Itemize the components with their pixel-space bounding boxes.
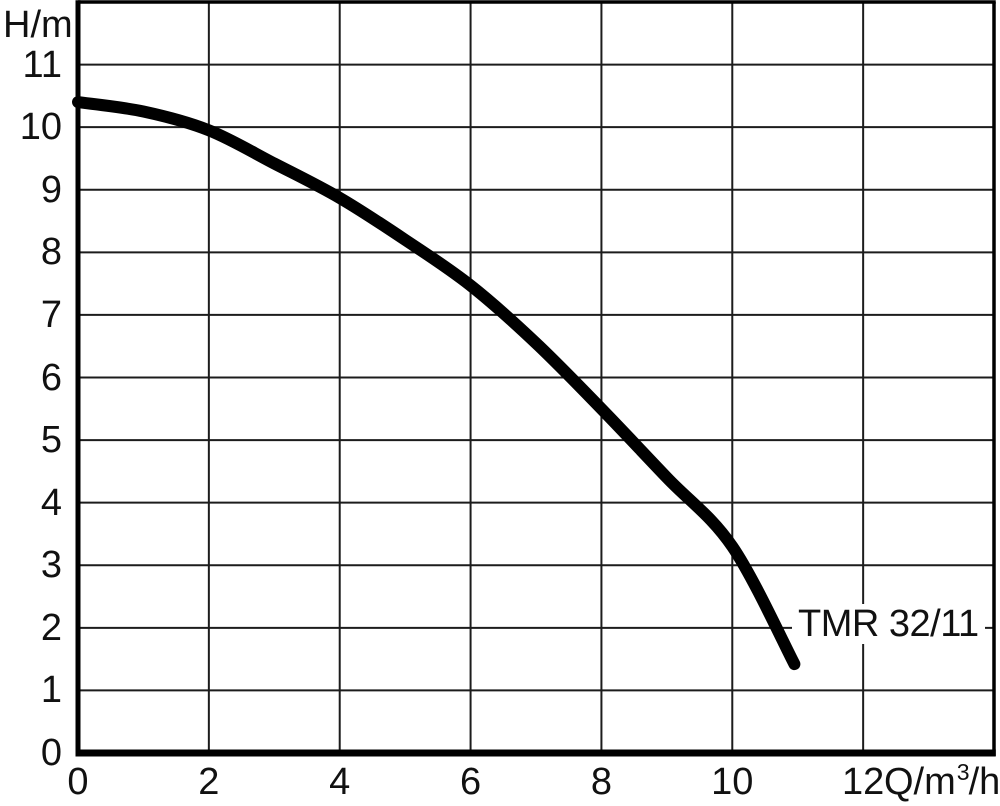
x-axis-title-unit-pre: Q/m xyxy=(884,761,956,803)
curve-series-label: TMR 32/11 xyxy=(792,604,985,644)
y-tick-label: 5 xyxy=(40,419,62,462)
y-tick-label: 10 xyxy=(19,106,62,149)
y-tick-label: 6 xyxy=(40,356,62,399)
y-tick-label: 4 xyxy=(40,481,62,524)
y-tick-label: 0 xyxy=(40,732,62,774)
y-tick-label: 1 xyxy=(40,669,62,712)
x-tick-label: 12 xyxy=(842,761,885,803)
y-tick-label: 8 xyxy=(40,231,62,274)
x-tick-label: 8 xyxy=(590,761,612,803)
y-tick-label: 2 xyxy=(40,606,62,649)
y-tick-label: 7 xyxy=(40,293,62,336)
y-tick-label: 11 xyxy=(22,43,62,86)
x-tick-label: 2 xyxy=(198,761,220,803)
y-axis-title: H/m xyxy=(3,4,73,46)
y-tick-label: 9 xyxy=(40,168,62,211)
x-axis-title: Q/m3/h xyxy=(884,759,1000,806)
y-tick-label: 3 xyxy=(40,544,62,587)
x-axis-title-unit-post: /h xyxy=(968,761,1000,803)
x-axis-title-superscript: 3 xyxy=(956,759,970,785)
x-tick-label: 0 xyxy=(67,761,89,803)
x-tick-label: 6 xyxy=(459,761,482,803)
x-tick-label: 4 xyxy=(329,761,351,803)
x-tick-label: 10 xyxy=(711,761,754,803)
pump-curve xyxy=(72,96,801,671)
